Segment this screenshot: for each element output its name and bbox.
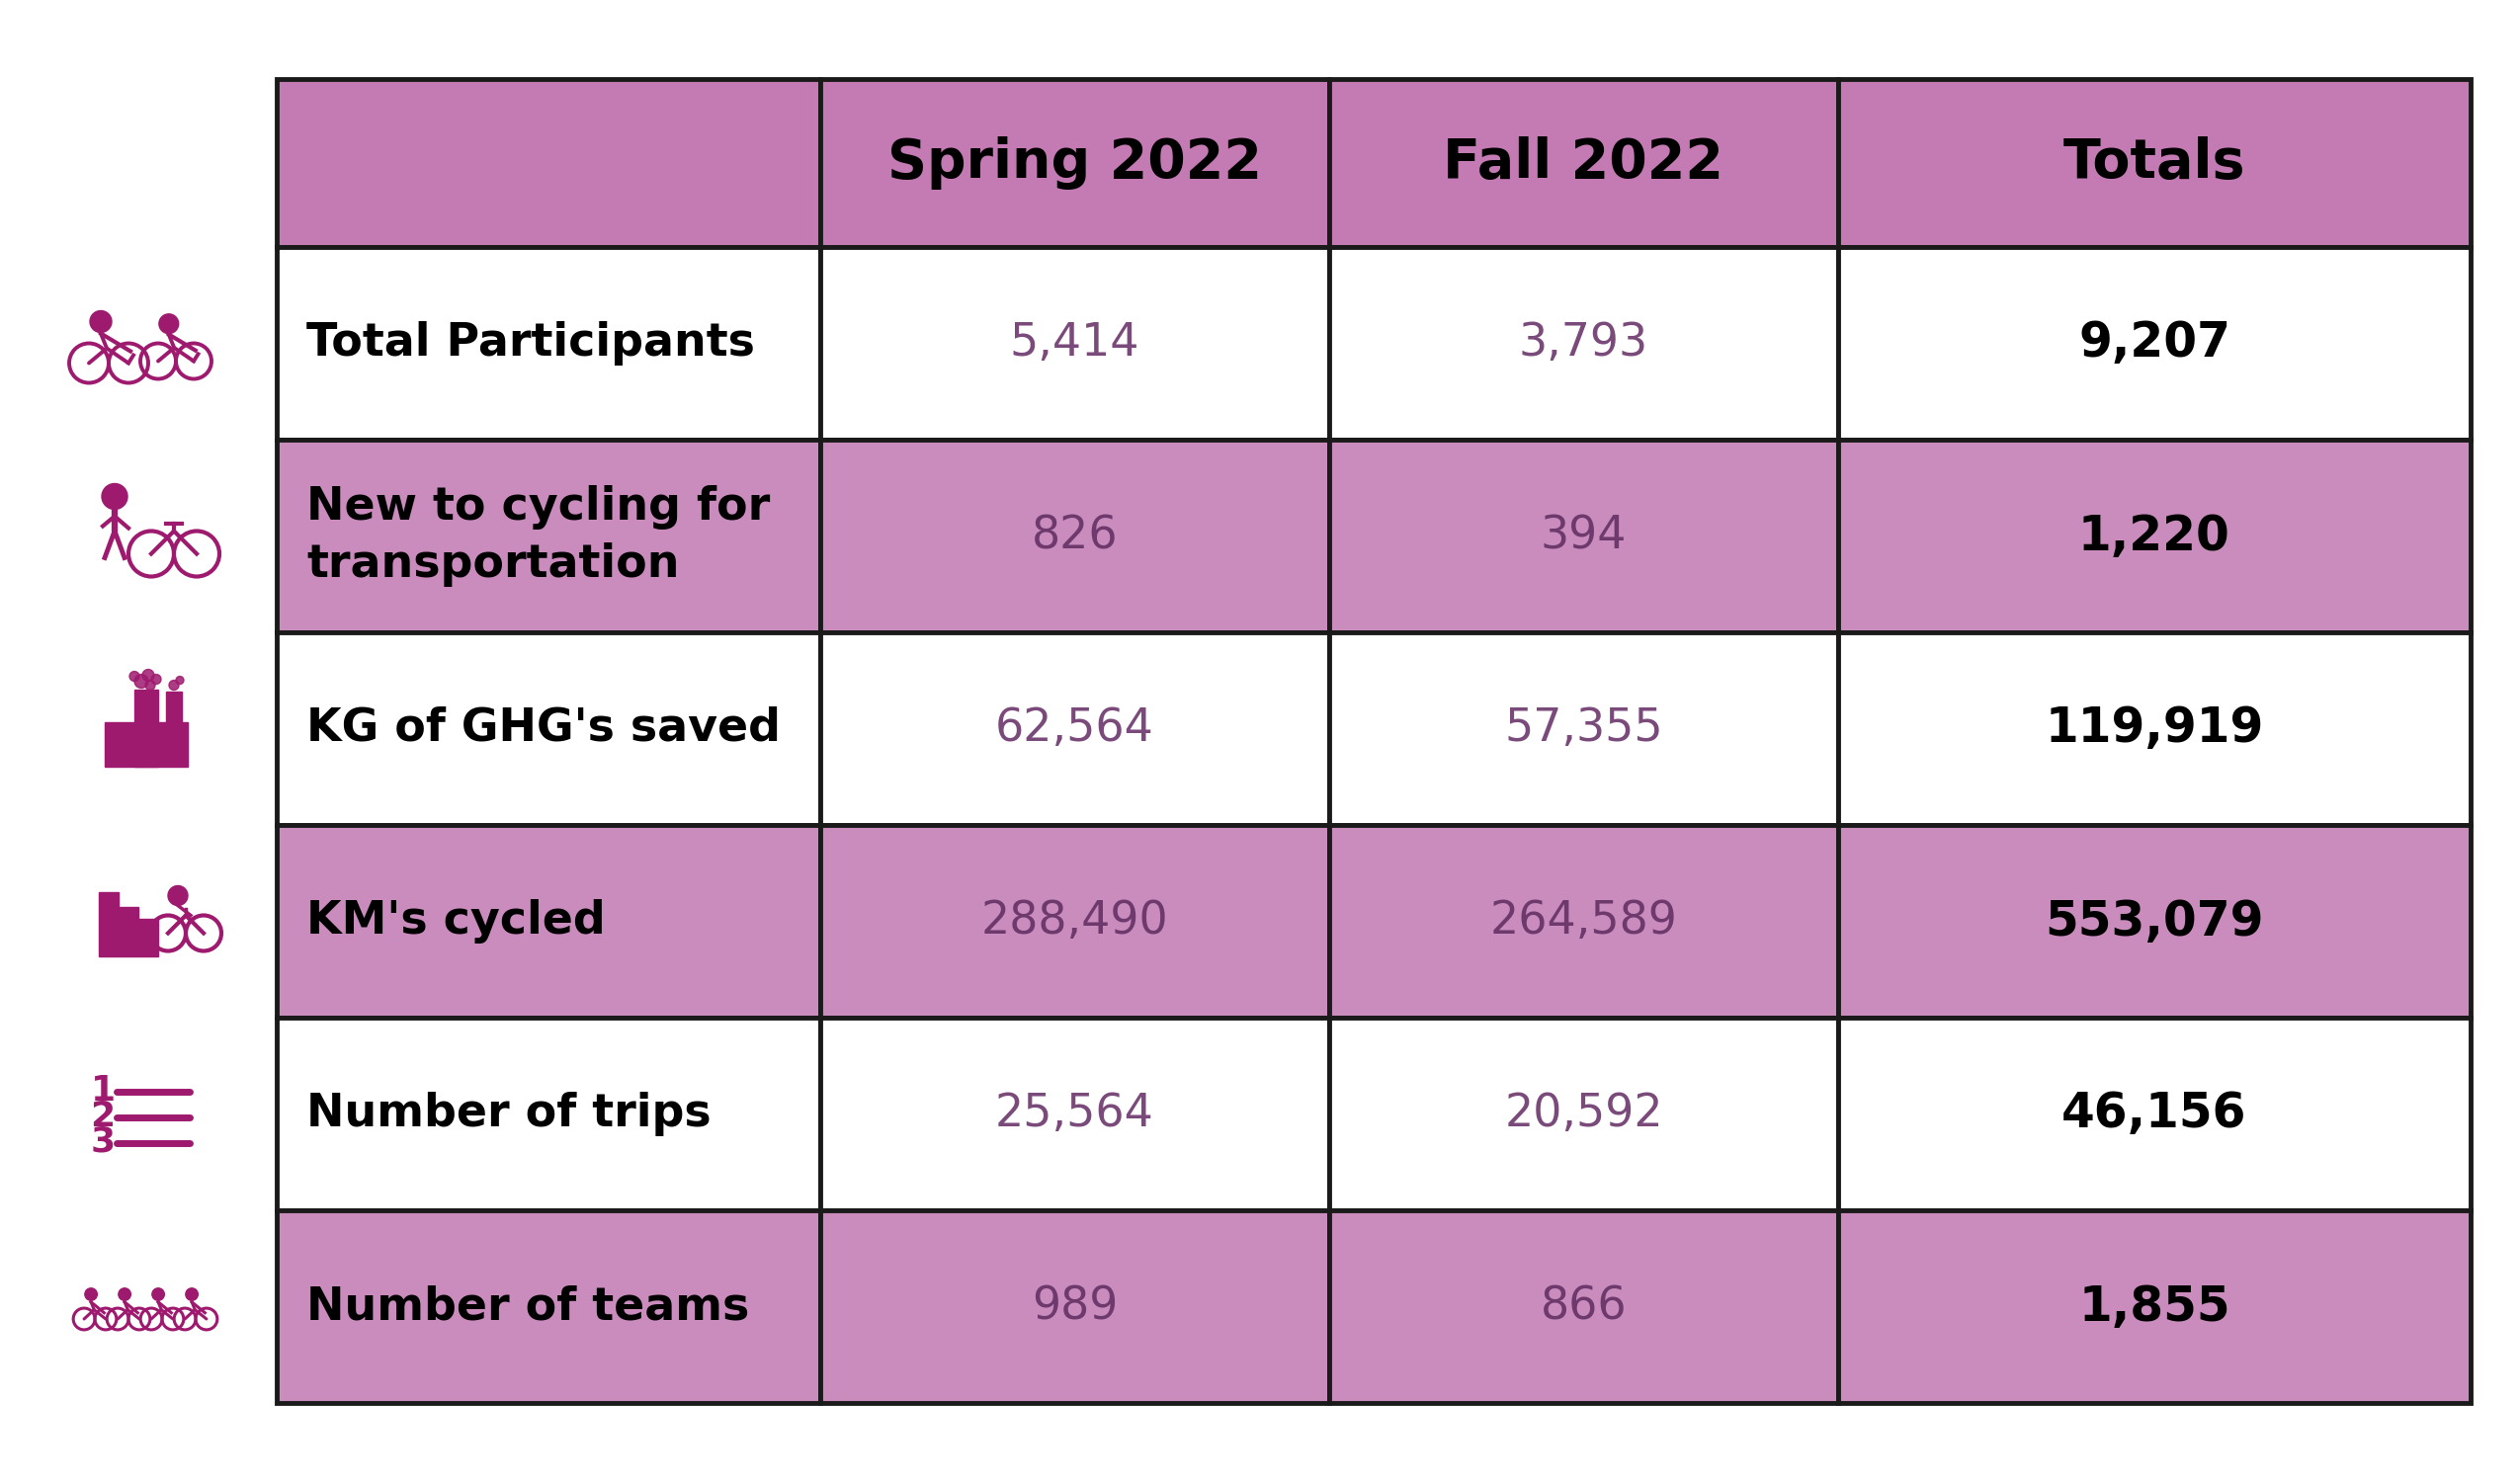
Text: KG of GHG's saved: KG of GHG's saved bbox=[307, 707, 781, 751]
Bar bbox=[1837, 633, 2470, 825]
Circle shape bbox=[159, 314, 179, 333]
Text: KM's cycled: KM's cycled bbox=[307, 900, 605, 944]
Bar bbox=[277, 440, 819, 633]
Bar bbox=[1837, 247, 2470, 440]
Bar bbox=[819, 79, 1328, 247]
Bar bbox=[1328, 1018, 1837, 1211]
Bar bbox=[277, 247, 819, 440]
Bar bbox=[819, 1211, 1328, 1403]
Bar bbox=[139, 919, 159, 956]
Circle shape bbox=[169, 680, 179, 691]
Circle shape bbox=[151, 674, 161, 685]
Circle shape bbox=[186, 1288, 199, 1301]
Text: 264,589: 264,589 bbox=[1489, 900, 1678, 944]
Text: 46,156: 46,156 bbox=[2061, 1091, 2248, 1138]
Circle shape bbox=[91, 311, 111, 332]
Bar bbox=[1837, 1018, 2470, 1211]
Bar bbox=[118, 907, 139, 956]
Circle shape bbox=[141, 670, 154, 682]
Text: 57,355: 57,355 bbox=[1504, 707, 1663, 751]
Text: 5,414: 5,414 bbox=[1011, 322, 1139, 366]
Circle shape bbox=[134, 674, 149, 688]
Text: 1,855: 1,855 bbox=[2079, 1283, 2230, 1331]
Text: 288,490: 288,490 bbox=[980, 900, 1169, 944]
Circle shape bbox=[86, 1288, 98, 1301]
Bar bbox=[1837, 1211, 2470, 1403]
Bar bbox=[1837, 79, 2470, 247]
Bar bbox=[277, 825, 819, 1018]
Bar bbox=[106, 722, 189, 766]
Bar bbox=[277, 1018, 819, 1211]
Text: 3: 3 bbox=[91, 1125, 116, 1159]
Circle shape bbox=[169, 886, 189, 906]
Bar bbox=[819, 247, 1328, 440]
Text: Spring 2022: Spring 2022 bbox=[887, 136, 1263, 190]
Bar bbox=[134, 689, 159, 766]
Text: 25,564: 25,564 bbox=[995, 1092, 1154, 1137]
Circle shape bbox=[176, 676, 184, 685]
Text: 20,592: 20,592 bbox=[1504, 1092, 1663, 1137]
Bar bbox=[277, 633, 819, 825]
Text: Fall 2022: Fall 2022 bbox=[1444, 136, 1724, 190]
Bar bbox=[1328, 1211, 1837, 1403]
Circle shape bbox=[118, 1288, 131, 1301]
Circle shape bbox=[129, 671, 139, 682]
Bar bbox=[1328, 440, 1837, 633]
Bar bbox=[1837, 825, 2470, 1018]
Text: Number of trips: Number of trips bbox=[307, 1092, 711, 1137]
Text: 1: 1 bbox=[91, 1073, 116, 1107]
Text: 62,564: 62,564 bbox=[995, 707, 1154, 751]
Circle shape bbox=[151, 1288, 164, 1301]
Text: 553,079: 553,079 bbox=[2044, 898, 2263, 946]
Bar bbox=[1328, 825, 1837, 1018]
Text: 394: 394 bbox=[1540, 514, 1628, 559]
Bar bbox=[819, 825, 1328, 1018]
Text: 9,207: 9,207 bbox=[2079, 320, 2230, 368]
Text: Total Participants: Total Participants bbox=[307, 322, 756, 366]
Text: 119,919: 119,919 bbox=[2044, 705, 2263, 753]
Text: Totals: Totals bbox=[2064, 136, 2245, 190]
Text: New to cycling for
transportation: New to cycling for transportation bbox=[307, 486, 771, 587]
Text: Number of teams: Number of teams bbox=[307, 1285, 748, 1329]
Text: 3,793: 3,793 bbox=[1520, 322, 1648, 366]
Text: 1,220: 1,220 bbox=[2079, 513, 2230, 560]
Bar bbox=[98, 892, 118, 956]
Bar bbox=[277, 1211, 819, 1403]
Text: 989: 989 bbox=[1031, 1285, 1119, 1329]
Bar bbox=[819, 440, 1328, 633]
Circle shape bbox=[146, 680, 156, 691]
Bar bbox=[819, 633, 1328, 825]
Bar bbox=[819, 1018, 1328, 1211]
Bar bbox=[277, 79, 819, 247]
Text: 826: 826 bbox=[1031, 514, 1119, 559]
Bar bbox=[1328, 247, 1837, 440]
Bar bbox=[166, 691, 181, 748]
Text: 2: 2 bbox=[91, 1100, 116, 1132]
Circle shape bbox=[101, 483, 129, 510]
Bar bbox=[1837, 440, 2470, 633]
Text: 866: 866 bbox=[1540, 1285, 1628, 1329]
Bar bbox=[1328, 633, 1837, 825]
Bar bbox=[1328, 79, 1837, 247]
